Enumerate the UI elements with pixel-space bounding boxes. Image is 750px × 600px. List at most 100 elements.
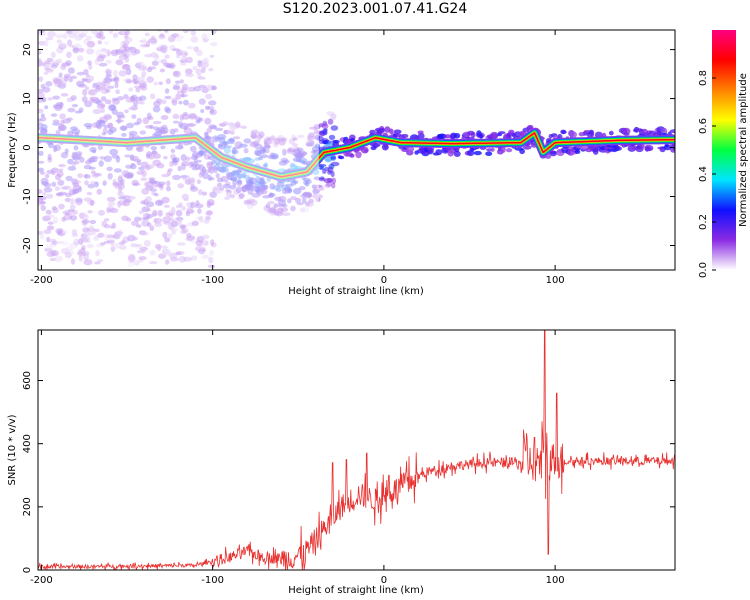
y-tick-label: 20: [22, 43, 33, 56]
spectrogram-cell: [621, 127, 631, 135]
spectrogram-cell: [469, 147, 475, 152]
spectrogram-cell: [191, 25, 198, 30]
colorbar-tick-label: 0.2: [698, 214, 709, 230]
spectrogram-cell: [614, 146, 622, 151]
spectrogram-y-axis-label: Frequency (Hz): [7, 112, 18, 188]
snr-y-axis-label: SNR (10 * v/v): [7, 414, 18, 485]
spectrogram-cell: [501, 146, 506, 153]
spectrogram-cell: [592, 148, 599, 155]
spectrogram-cell: [324, 155, 333, 163]
spectrogram-cell: [323, 178, 333, 184]
spectrogram-cell: [522, 145, 532, 150]
spectrogram-cell: [639, 143, 645, 149]
snr-x-ticks: -200 -100 0 100: [30, 330, 565, 586]
spectrogram-cell: [490, 147, 495, 152]
spectrogram-cell: [545, 154, 552, 159]
spectrogram-cell: [330, 113, 337, 120]
spectrogram-cell: [64, 24, 69, 30]
y-tick-label: 10: [22, 92, 33, 105]
spectrogram-x-ticks: -200 -100 0 100: [30, 30, 565, 286]
spectrogram-cell: [98, 21, 103, 28]
y-tick-label: -10: [22, 188, 33, 204]
snr-series-line: [38, 330, 675, 570]
spectrogram-cell: [101, 23, 109, 28]
colorbar-tick-label: 0.8: [698, 70, 709, 86]
colorbar-gradient: [712, 30, 736, 270]
spectrogram-cell: [161, 20, 166, 27]
spectrogram-cell: [401, 133, 409, 139]
spectrogram-cell: [328, 134, 336, 140]
spectrogram-cell: [470, 131, 476, 138]
spectrogram-cell: [154, 19, 162, 25]
spectrogram-cell: [153, 23, 160, 26]
spectrogram-cell: [498, 131, 506, 135]
spectrogram-cell: [549, 150, 557, 157]
spectrogram-cell: [379, 128, 386, 133]
spectrogram-cell: [608, 130, 614, 136]
spectrogram-cell: [623, 132, 630, 136]
spectrogram-cell: [139, 22, 146, 27]
spectrogram-cell: [370, 146, 377, 151]
x-tick-label: 0: [381, 575, 387, 586]
spectrogram-cell: [319, 176, 325, 180]
spectrogram-cell: [393, 129, 402, 135]
spectrogram-cell: [447, 149, 454, 157]
y-tick-label: 400: [22, 434, 33, 453]
colorbar-tick-label: 0.6: [698, 118, 709, 134]
spectrogram-cell: [190, 18, 196, 22]
spectrogram-cell: [86, 19, 90, 25]
spectrogram-cell: [669, 129, 675, 133]
spectrogram-cell: [561, 130, 567, 134]
snr-background: [38, 330, 675, 570]
spectrogram-cell: [83, 23, 91, 29]
y-tick-label: -20: [22, 237, 33, 253]
spectrogram-cell: [133, 19, 142, 25]
y-tick-label: 0: [22, 144, 33, 150]
spectrogram-cell: [91, 24, 97, 29]
spectrogram-cell: [39, 16, 46, 23]
x-tick-label: -100: [201, 575, 224, 586]
spectrogram-cell: [331, 177, 336, 184]
spectrogram-cell: [427, 147, 435, 151]
spectrogram-cell: [159, 26, 164, 30]
spectrogram-x-axis-label: Height of straight line (km): [288, 286, 424, 297]
spectrogram-cell: [323, 128, 328, 132]
spectrogram-cell: [574, 149, 581, 154]
snr-y-ticks: 0 200 400 600: [22, 371, 675, 573]
spectrogram-cell: [47, 22, 53, 28]
spectrogram-cell: [490, 131, 499, 139]
spectrogram-cell: [322, 139, 328, 145]
colorbar-tick-label: 0.4: [698, 166, 709, 182]
spectrogram-cell: [330, 125, 339, 131]
snr-frame: [37, 329, 676, 571]
x-tick-label: -200: [30, 275, 53, 286]
spectrogram-cell: [44, 20, 51, 25]
spectrogram-cell: [53, 18, 59, 25]
spectrogram-panel: -200 -100 0 100 -20 -10 0 10 20 Height of strai…: [7, 16, 676, 297]
spectrogram-cell: [330, 161, 340, 167]
spectrogram-cell: [321, 123, 329, 129]
spectrogram-cell: [327, 170, 332, 175]
x-tick-label: -200: [30, 575, 53, 586]
spectrogram-cell: [389, 128, 394, 135]
spectrogram-cell: [63, 26, 68, 30]
snr-panel: -200 -100 0 100 0 200 400 600 Height of straig…: [7, 329, 676, 596]
spectrogram-cell: [317, 186, 325, 191]
spectrogram-cell: [188, 20, 193, 24]
spectrogram-cell: [363, 148, 369, 153]
spectrogram-cell: [120, 18, 128, 25]
y-tick-label: 200: [22, 497, 33, 516]
y-tick-label: 600: [22, 371, 33, 390]
spectrogram-cell: [443, 134, 453, 139]
spectrogram-cell: [453, 150, 461, 157]
spectrogram-cell: [48, 22, 54, 28]
figure-title: S120.2023.001.07.41.G24: [282, 1, 468, 17]
spectrogram-cell: [485, 151, 493, 156]
spectrogram-cell: [505, 148, 513, 153]
spectrogram-cell: [454, 133, 461, 139]
spectrogram-cell: [43, 17, 52, 23]
x-tick-label: 0: [381, 275, 387, 286]
colorbar: 0.0 0.2 0.4 0.6 0.8 Normalized spectral ampl…: [698, 30, 749, 278]
colorbar-ticks: 0.0 0.2 0.4 0.6 0.8: [698, 70, 716, 278]
spectrogram-cell: [327, 118, 334, 125]
